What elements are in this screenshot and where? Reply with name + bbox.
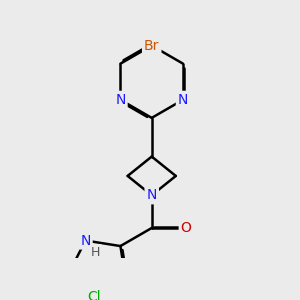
Text: O: O: [181, 221, 192, 235]
Text: H: H: [91, 246, 101, 259]
Text: Cl: Cl: [88, 290, 101, 300]
Text: N: N: [115, 93, 126, 107]
Text: N: N: [146, 188, 157, 202]
Text: Br: Br: [144, 39, 159, 52]
Text: N: N: [178, 93, 188, 107]
Text: N: N: [80, 233, 91, 248]
